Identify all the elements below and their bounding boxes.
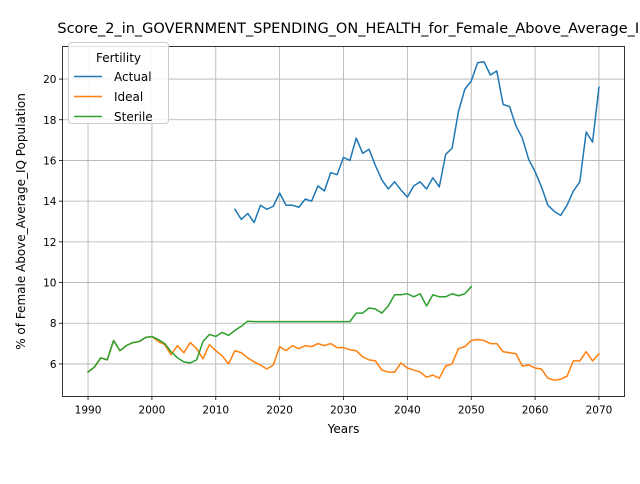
legend: Fertility Actual Ideal Sterile [68,42,169,124]
y-tick: 14 [43,196,63,208]
y-tick: 12 [43,237,63,249]
y-tick-label: 8 [50,318,57,330]
y-tick-label: 18 [43,115,56,127]
y-tick-label: 14 [43,196,57,208]
x-tick: 2070 [586,396,613,417]
x-tick: 2030 [330,396,357,417]
legend-label: Ideal [114,90,143,104]
y-tick: 18 [43,115,63,127]
y-tick-label: 12 [43,237,56,249]
y-axis-ticks: 6 8 10 12 14 16 18 20 [43,74,63,371]
x-tick-label: 2000 [139,405,166,417]
series-layer [86,61,601,381]
y-tick: 20 [43,74,63,86]
y-tick: 6 [50,359,63,371]
legend-item-sterile: Sterile [74,110,153,124]
x-tick: 1990 [75,396,102,417]
x-tick-label: 2050 [458,405,485,417]
y-tick: 10 [43,278,63,290]
x-tick-label: 2070 [586,405,613,417]
series-line-actual [233,61,600,224]
x-tick-label: 2040 [394,405,421,417]
legend-item-actual: Actual [74,70,152,84]
legend-label: Actual [114,70,152,84]
legend-items: Actual Ideal Sterile [74,70,153,124]
x-axis-ticks: 1990 2000 2010 2020 2030 2040 2050 2060 2070 [75,396,613,417]
legend-title: Fertility [96,51,141,65]
legend-item-ideal: Ideal [74,90,143,104]
y-tick-label: 16 [43,155,57,167]
x-tick: 2050 [458,396,485,417]
x-tick: 2000 [139,396,166,417]
y-tick: 8 [50,318,63,330]
x-tick: 2060 [522,396,549,417]
y-axis-label: % of Female Above_Average_IQ Population [14,93,28,350]
x-axis-label: Years [327,422,360,436]
y-tick-label: 10 [43,278,56,290]
x-tick: 2020 [266,396,293,417]
series-line-sterile [86,285,473,374]
legend-box [68,42,169,124]
x-tick-label: 2010 [202,405,229,417]
x-tick-label: 1990 [75,405,102,417]
x-tick: 2010 [202,396,229,417]
grid-lines [62,46,625,397]
x-tick-label: 2020 [266,405,293,417]
x-tick-label: 2060 [522,405,549,417]
y-tick: 16 [43,155,63,167]
x-tick: 2040 [394,396,421,417]
series-line-ideal [86,335,601,381]
chart-title: Score_2_in_GOVERNMENT_SPENDING_ON_HEALTH… [57,21,640,37]
x-tick-label: 2030 [330,405,357,417]
y-tick-label: 20 [43,74,56,86]
y-tick-label: 6 [50,359,57,371]
legend-label: Sterile [114,110,153,124]
